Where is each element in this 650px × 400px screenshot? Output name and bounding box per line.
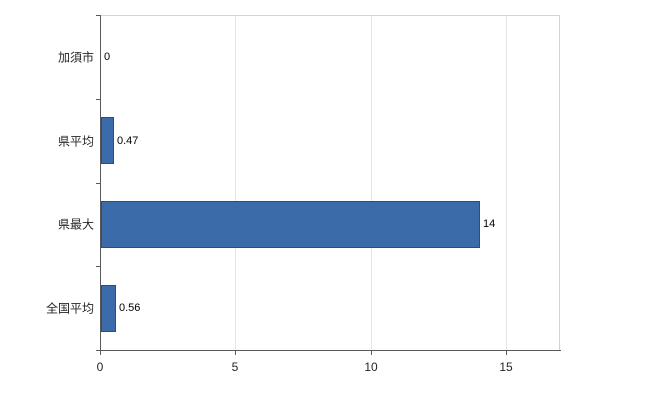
bar-value-label: 0.56	[119, 302, 141, 314]
category-label: 加須市	[57, 50, 94, 65]
y-axis-line	[100, 15, 101, 350]
x-axis-tick-label: 10	[364, 360, 378, 374]
y-axis-tick	[96, 15, 100, 16]
x-axis-tick-label: 5	[231, 360, 239, 374]
bar-value-label: 0.47	[117, 135, 139, 147]
bar	[101, 201, 480, 248]
y-axis-tick	[96, 99, 100, 100]
category-label: 県平均	[57, 134, 94, 149]
plot-area	[100, 15, 560, 350]
bar-value-label: 14	[483, 218, 496, 230]
x-axis-tick	[506, 351, 507, 355]
y-axis-tick	[96, 266, 100, 267]
category-label: 県最大	[57, 217, 94, 232]
x-axis-tick	[371, 351, 372, 355]
gridline	[371, 16, 372, 350]
bar	[101, 285, 116, 332]
category-label: 全国平均	[45, 301, 94, 316]
x-axis-line	[100, 350, 561, 351]
x-axis-tick-label: 15	[499, 360, 513, 374]
bar-value-label: 0	[104, 51, 111, 63]
x-axis-tick	[100, 351, 101, 355]
y-axis-tick	[96, 183, 100, 184]
y-axis-tick	[96, 350, 100, 351]
x-axis-tick-label: 0	[96, 360, 104, 374]
x-axis-tick	[235, 351, 236, 355]
bar	[101, 117, 114, 164]
gridline	[235, 16, 236, 350]
gridline	[506, 16, 507, 350]
